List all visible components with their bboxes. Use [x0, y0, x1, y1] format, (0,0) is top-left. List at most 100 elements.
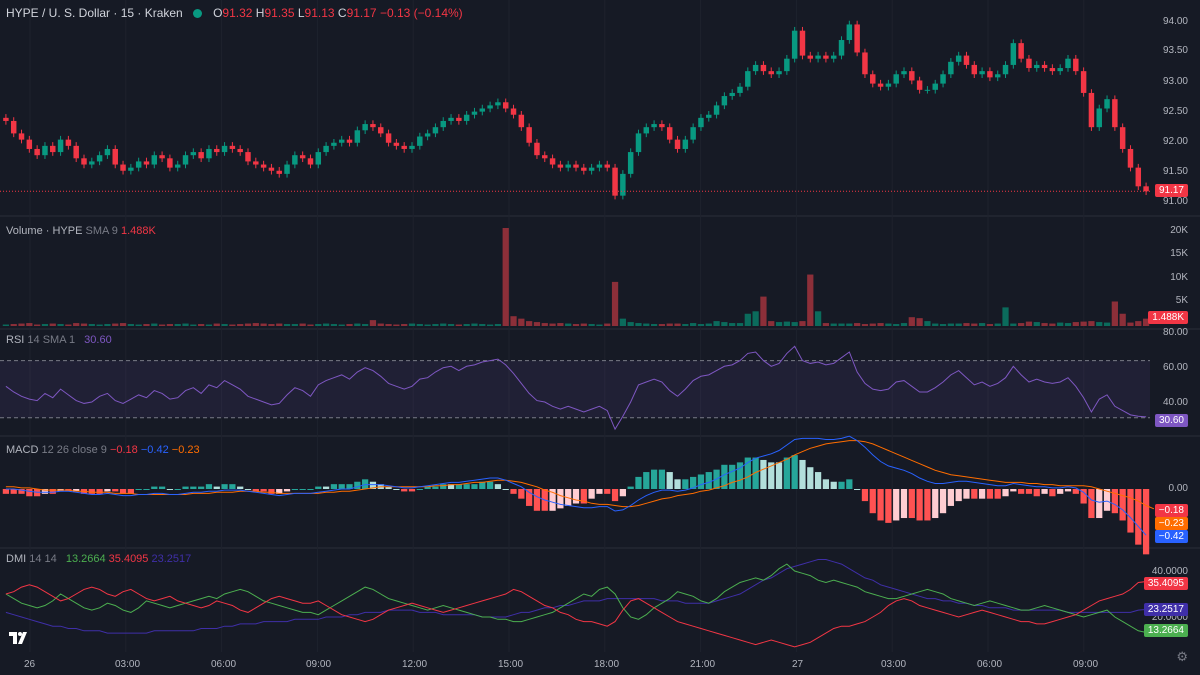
macd-histogram-bar	[260, 489, 267, 492]
macd-pane	[2, 435, 1155, 555]
candle-body	[846, 24, 853, 41]
candle-body	[292, 155, 298, 165]
candle-body	[268, 167, 275, 171]
volume-bar	[1002, 307, 1009, 326]
candle-body	[323, 145, 329, 153]
candle-body	[916, 80, 923, 90]
volume-bar	[611, 281, 619, 326]
volume-bar	[119, 323, 127, 326]
candle-body	[877, 83, 884, 87]
candle-body	[596, 164, 603, 168]
dmi-title: DMI	[6, 553, 27, 565]
candle-body	[901, 71, 907, 75]
volume-bar	[166, 324, 174, 326]
candle-body	[112, 148, 118, 165]
candle-body	[994, 74, 1001, 78]
volume-bar	[572, 324, 580, 326]
macd-histogram-bar	[674, 479, 681, 489]
volume-bar	[518, 318, 525, 326]
candle-body	[830, 55, 837, 59]
volume-bar	[486, 324, 494, 326]
rsi-pane	[0, 345, 1150, 431]
candle-body	[682, 139, 689, 149]
volume-bar	[143, 324, 150, 326]
candle-body	[924, 89, 931, 91]
volume-bar	[346, 324, 353, 326]
volume-bar	[1057, 322, 1064, 326]
volume-bar	[1025, 321, 1033, 326]
volume-bar	[34, 324, 41, 326]
candle-body	[338, 139, 345, 143]
volume-legend[interactable]: Volume · HYPE SMA 9 1.488K	[6, 225, 156, 237]
volume-bar	[690, 323, 697, 326]
macd-histogram-bar	[682, 479, 689, 489]
time-tick: 03:00	[115, 659, 141, 670]
macd-histogram-bar	[268, 489, 275, 494]
macd-histogram-bar	[1135, 489, 1142, 545]
macd-histogram-bar	[385, 486, 392, 489]
candle-body	[1088, 92, 1095, 128]
volume-bar	[432, 324, 439, 326]
candle-body	[10, 120, 17, 134]
candle-body	[378, 127, 384, 134]
volume-value: 1.488K	[120, 225, 156, 237]
candle-body	[50, 145, 56, 153]
volume-bar	[307, 324, 314, 326]
macd-histogram-bar	[424, 486, 431, 489]
candle-body	[963, 55, 970, 65]
candle-body	[1127, 148, 1134, 168]
settings-gear-icon[interactable]: ⚙	[1176, 649, 1188, 664]
volume-bar	[1142, 318, 1150, 326]
macd-histogram-bar	[307, 489, 314, 490]
dmi-plus-value: 13.2664	[65, 553, 106, 565]
macd-histogram-bar	[854, 489, 861, 490]
macd-histogram-bar	[1018, 489, 1025, 494]
macd-histogram-bar	[783, 457, 790, 489]
candle-body	[214, 148, 220, 153]
volume-bar	[643, 323, 650, 326]
macd-histogram-bar	[18, 489, 25, 494]
candle-body	[620, 173, 626, 196]
macd-legend[interactable]: MACD 12 26 close 9 −0.18 −0.42 −0.23	[6, 444, 200, 456]
volume-bar	[666, 323, 673, 326]
volume-bar	[705, 323, 712, 326]
candle-body	[768, 71, 774, 75]
candle-body	[784, 58, 790, 72]
volume-bar	[744, 313, 751, 326]
candle-body	[573, 164, 579, 168]
candle-body	[502, 102, 509, 109]
candle-body	[1112, 99, 1118, 128]
volume-bar	[526, 321, 533, 326]
rsi-params: 14 SMA 1	[27, 334, 76, 346]
volume-bar	[658, 324, 666, 326]
volume-tick: 20K	[1170, 225, 1188, 236]
dmi-plus-line	[5, 563, 1147, 633]
macd-tick: 0.00	[1168, 483, 1188, 494]
volume-bar	[1088, 321, 1095, 326]
volume-bar	[385, 324, 392, 326]
macd-histogram-bar	[237, 486, 244, 489]
macd-histogram-bar	[877, 489, 884, 521]
macd-histogram-bar	[283, 489, 291, 492]
rsi-legend[interactable]: RSI 14 SMA 1 30.60	[6, 334, 112, 346]
dmi-tick: 20.0000	[1151, 612, 1188, 623]
volume-bar	[947, 323, 954, 326]
candle-body	[549, 158, 556, 165]
volume-bar	[268, 324, 275, 326]
time-tick: 12:00	[402, 659, 428, 670]
time-tick: 21:00	[690, 659, 716, 670]
tradingview-logo-icon[interactable]	[8, 630, 30, 646]
volume-bar	[768, 321, 775, 326]
volume-bar	[814, 311, 822, 326]
time-tick: 06:00	[977, 659, 1003, 670]
time-tick: 26	[24, 659, 36, 670]
candle-body	[542, 155, 548, 159]
candle-body	[948, 61, 954, 75]
dmi-legend[interactable]: DMI 14 14 13.2664 35.4095 23.2517	[6, 553, 191, 565]
volume-bar	[494, 324, 502, 326]
candle-body	[96, 155, 103, 162]
candle-body	[1065, 58, 1071, 69]
symbol-title[interactable]: HYPE / U. S. Dollar · 15 · Kraken	[6, 6, 183, 20]
macd-histogram-bar	[1111, 489, 1118, 514]
